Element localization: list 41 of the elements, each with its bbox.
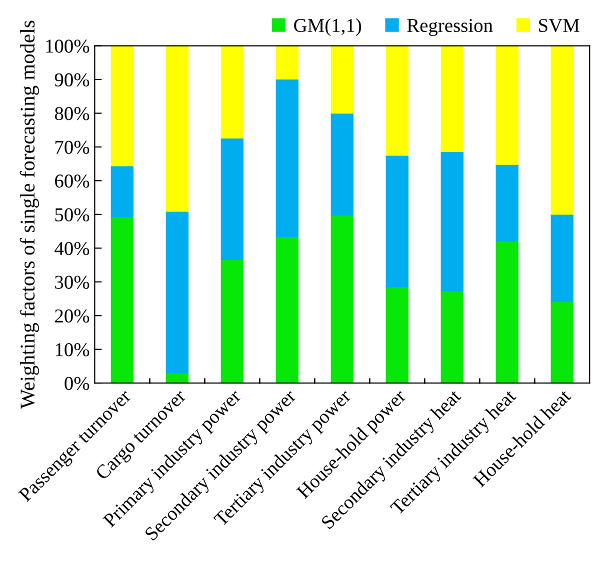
bar [220,46,244,139]
bar [386,46,408,156]
legend-label: SVM [539,18,580,32]
bar [110,165,134,218]
bar [386,155,408,288]
legend-label: GM(1,1) [294,18,362,36]
y-tick-label: 30% [55,276,90,289]
bar [330,112,354,216]
y-axis-title: Weighting factors of single forecasting models [20,20,39,409]
bar [386,286,408,384]
y-tick-label: 100% [46,40,90,53]
bar [496,240,518,384]
y-tick-label: 90% [54,73,90,86]
bar [496,46,518,165]
bar [440,151,464,292]
bar [440,46,464,152]
bar [166,211,189,374]
bar [166,46,189,212]
bar [330,214,354,384]
bar [276,236,299,384]
bar [550,46,574,215]
y-tick-label: 20% [55,309,90,323]
bar [550,214,574,302]
bar [110,216,134,384]
y-tick-label: 10% [56,343,90,356]
bar [220,259,244,384]
y-tick-label: 80% [54,107,90,120]
y-tick-label: 70% [55,140,90,154]
y-tick-label: 40% [54,242,90,256]
bar [550,301,574,384]
bar [330,46,354,114]
y-tick-label: 50% [55,208,90,222]
bar [276,78,299,238]
y-tick-label: 0% [64,376,90,390]
bar [110,46,134,166]
bar [276,46,299,80]
legend-label: Regression [407,18,493,36]
y-tick-label: 60% [55,174,90,188]
bar [440,290,464,384]
bar [220,138,244,260]
bar [496,164,518,242]
